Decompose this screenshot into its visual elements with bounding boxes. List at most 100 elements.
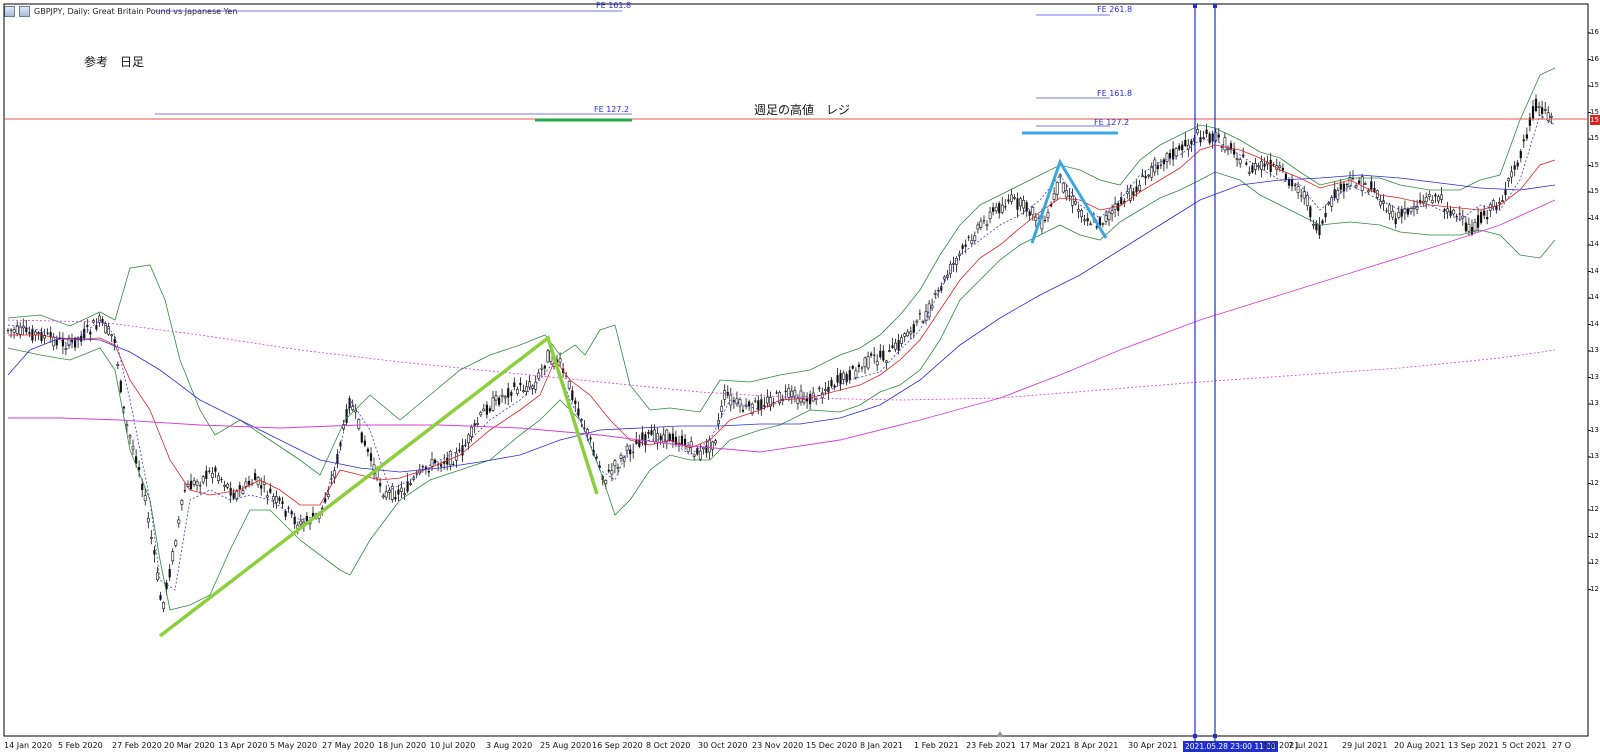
candle-body bbox=[641, 432, 644, 441]
candle-body bbox=[394, 497, 397, 500]
ma-mid-blue bbox=[7, 174, 1556, 473]
candle-body bbox=[1168, 153, 1172, 159]
candle-body bbox=[1178, 145, 1181, 150]
candle-body bbox=[540, 367, 544, 370]
candle-body bbox=[260, 485, 263, 489]
candle-body bbox=[604, 479, 608, 484]
candle-body bbox=[284, 510, 287, 517]
crosshair-handle-1[interactable] bbox=[1193, 4, 1197, 8]
candle-body bbox=[647, 431, 650, 434]
time-axis-label: 7 Jul 2021 bbox=[1288, 741, 1329, 750]
candle-body bbox=[942, 276, 946, 280]
candle-body bbox=[232, 492, 235, 499]
candle-body bbox=[189, 480, 193, 490]
time-axis-label: 17 Mar 2021 bbox=[1020, 741, 1071, 750]
candle-body bbox=[1046, 212, 1050, 218]
candle-body bbox=[510, 392, 513, 396]
candle-body bbox=[192, 480, 196, 485]
crosshair-handle-3[interactable] bbox=[1193, 734, 1197, 738]
candle-body bbox=[778, 392, 782, 404]
candle-body bbox=[1007, 199, 1010, 202]
candle-body bbox=[1220, 146, 1223, 148]
candle-body bbox=[1455, 215, 1458, 218]
candle-body bbox=[1330, 197, 1334, 207]
candle-body bbox=[1272, 164, 1275, 166]
price-axis-label: 16 bbox=[1590, 28, 1599, 36]
candle-body bbox=[714, 440, 718, 444]
candle-body bbox=[973, 235, 977, 241]
candle-body bbox=[1174, 148, 1178, 157]
crosshair-handle-4[interactable] bbox=[1213, 734, 1217, 738]
chart-title-bar: GBPJPY, Daily: Great Britain Pound vs Ja… bbox=[4, 3, 237, 19]
candle-body bbox=[357, 419, 361, 429]
candle-body bbox=[321, 507, 324, 510]
candle-body bbox=[1470, 227, 1474, 235]
candle-body bbox=[1443, 209, 1446, 212]
candle-body bbox=[1421, 200, 1425, 203]
candle-body bbox=[1208, 133, 1211, 144]
time-axis-label: 14 Jan 2020 bbox=[4, 741, 52, 750]
candle-body bbox=[1098, 217, 1101, 226]
candle-body bbox=[1513, 165, 1516, 170]
candle-body bbox=[180, 499, 184, 505]
candle-body bbox=[274, 496, 278, 503]
candle-body bbox=[567, 381, 571, 389]
candle-body bbox=[348, 398, 351, 409]
candle-body bbox=[1028, 211, 1031, 216]
candle-body bbox=[351, 406, 355, 411]
candle-body bbox=[735, 398, 739, 405]
candle-body bbox=[979, 220, 983, 228]
candle-body bbox=[1354, 185, 1358, 188]
candle-body bbox=[1458, 213, 1461, 215]
candle-body bbox=[723, 390, 727, 400]
crosshair-handle-2[interactable] bbox=[1213, 4, 1217, 8]
time-axis-label: 20 Mar 2020 bbox=[164, 741, 215, 750]
candle-body bbox=[692, 454, 696, 457]
candle-body bbox=[1080, 210, 1084, 218]
candle-body bbox=[1363, 183, 1367, 185]
current-price-badge: 15 bbox=[1590, 115, 1600, 125]
candle-body bbox=[363, 440, 366, 446]
candle-body bbox=[1327, 202, 1331, 205]
candle-body bbox=[150, 536, 153, 539]
candle-body bbox=[482, 408, 486, 412]
bollinger-lower-band bbox=[7, 171, 1556, 611]
price-axis-label: 15 bbox=[1590, 107, 1599, 116]
chart-window-icon[interactable] bbox=[19, 5, 30, 17]
candle-body bbox=[1284, 173, 1287, 180]
fe-left-1272-label: FE 127.2 bbox=[594, 105, 630, 114]
candle-body bbox=[684, 438, 687, 445]
price-axis-label: 15 bbox=[1590, 81, 1599, 89]
candle-body bbox=[183, 489, 186, 492]
candle-body bbox=[696, 448, 699, 455]
shift-marker-icon[interactable] bbox=[996, 731, 1004, 737]
price-axis-label: 14 bbox=[1590, 240, 1599, 248]
candle-body bbox=[46, 332, 49, 334]
candle-body bbox=[1333, 189, 1336, 199]
wave-green[interactable] bbox=[158, 335, 599, 638]
candle-body bbox=[1394, 218, 1397, 225]
time-axis-label: 23 Feb 2021 bbox=[966, 741, 1016, 750]
candle-body bbox=[40, 331, 43, 341]
candle-body bbox=[1406, 208, 1409, 215]
candle-body bbox=[1519, 151, 1522, 159]
candle-body bbox=[903, 333, 907, 337]
time-axis-label: 10 Jul 2020 bbox=[430, 741, 476, 750]
wave-blue[interactable] bbox=[1030, 158, 1108, 244]
candle-body bbox=[400, 487, 403, 493]
candle-body bbox=[1043, 220, 1047, 221]
candle-body bbox=[1120, 197, 1123, 205]
candle-body bbox=[311, 512, 315, 518]
candle-body bbox=[793, 390, 797, 397]
candle-body bbox=[427, 470, 430, 473]
candle-body bbox=[958, 253, 962, 256]
candle-body bbox=[790, 390, 794, 397]
candle-body bbox=[827, 386, 830, 393]
candle-body bbox=[809, 394, 812, 405]
time-axis-label: 13 Apr 2020 bbox=[218, 741, 268, 750]
candle-body bbox=[748, 401, 751, 407]
candle-body bbox=[571, 390, 574, 400]
candle-body bbox=[446, 457, 449, 465]
